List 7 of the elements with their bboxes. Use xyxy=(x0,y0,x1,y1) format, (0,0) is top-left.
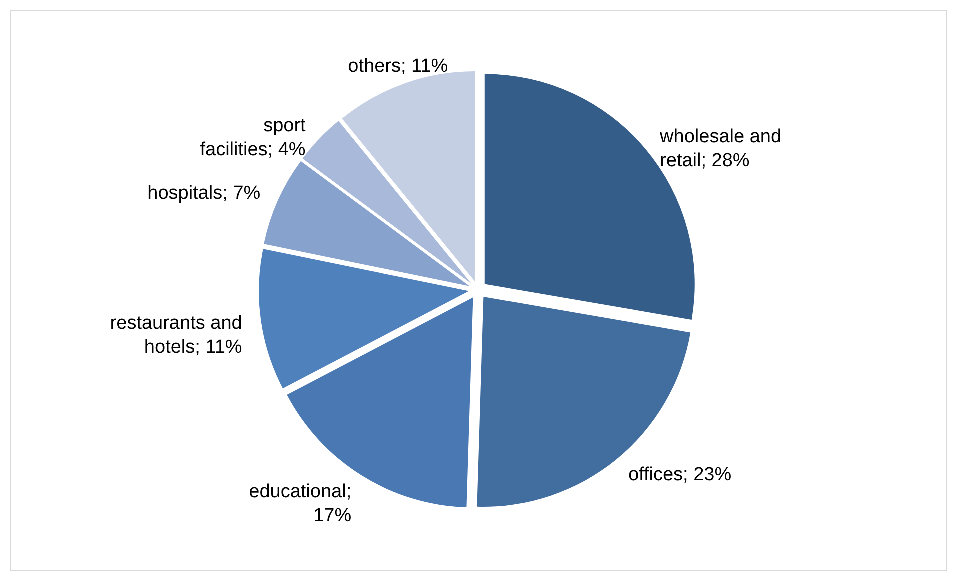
slice-label: restaurants and hotels; 11% xyxy=(110,313,242,358)
slice-label: hospitals; 7% xyxy=(148,182,261,204)
slice-label: educational; 17% xyxy=(249,482,352,527)
slice-label: offices; 23% xyxy=(628,464,732,486)
slice-label: wholesale and retail; 28% xyxy=(659,126,782,172)
slice-label: sport facilities; 4% xyxy=(200,116,307,161)
slice-label: others; 11% xyxy=(348,56,448,77)
